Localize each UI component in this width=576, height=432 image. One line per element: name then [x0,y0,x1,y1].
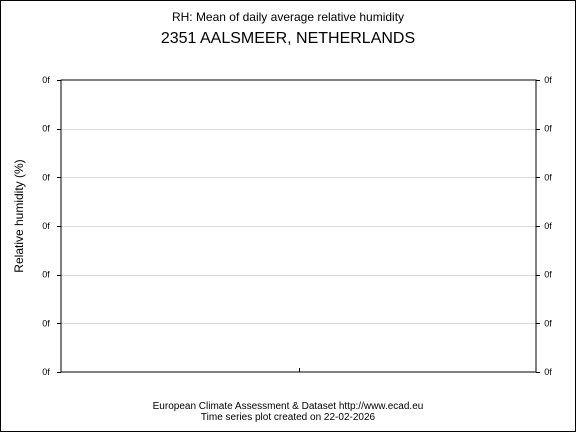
footer-credit: European Climate Assessment & Dataset ht… [153,401,424,412]
y-tick-label-left: 0f [42,172,50,182]
y-tick-label-left: 0f [42,221,50,231]
y-axis-label: Relative humidity (%) [12,159,26,272]
y-tick-label-left: 0f [42,270,50,280]
y-tick-label-right: 0f [544,124,552,134]
y-tick-labels-right: 0f 0f 0f 0f 0f 0f 0f [544,75,552,377]
y-tick-label-right: 0f [544,75,552,85]
y-tick-label-right: 0f [544,221,552,231]
y-tick-label-right: 0f [544,367,552,377]
chart-title: 2351 AALSMEER, NETHERLANDS [161,30,415,47]
y-tick-label-left: 0f [42,124,50,134]
y-tick-label-left: 0f [42,367,50,377]
tick-marks [57,80,540,373]
y-tick-label-right: 0f [544,270,552,280]
y-tick-label-right: 0f [544,172,552,182]
chart-subtitle: RH: Mean of daily average relative humid… [172,10,404,24]
grid-lines [61,129,536,324]
footer-date: Time series plot created on 22-02-2026 [201,412,376,423]
y-tick-labels-left: 0f 0f 0f 0f 0f 0f 0f [42,75,50,377]
y-tick-label-left: 0f [42,75,50,85]
y-tick-label-left: 0f [42,318,50,328]
y-tick-label-right: 0f [544,318,552,328]
